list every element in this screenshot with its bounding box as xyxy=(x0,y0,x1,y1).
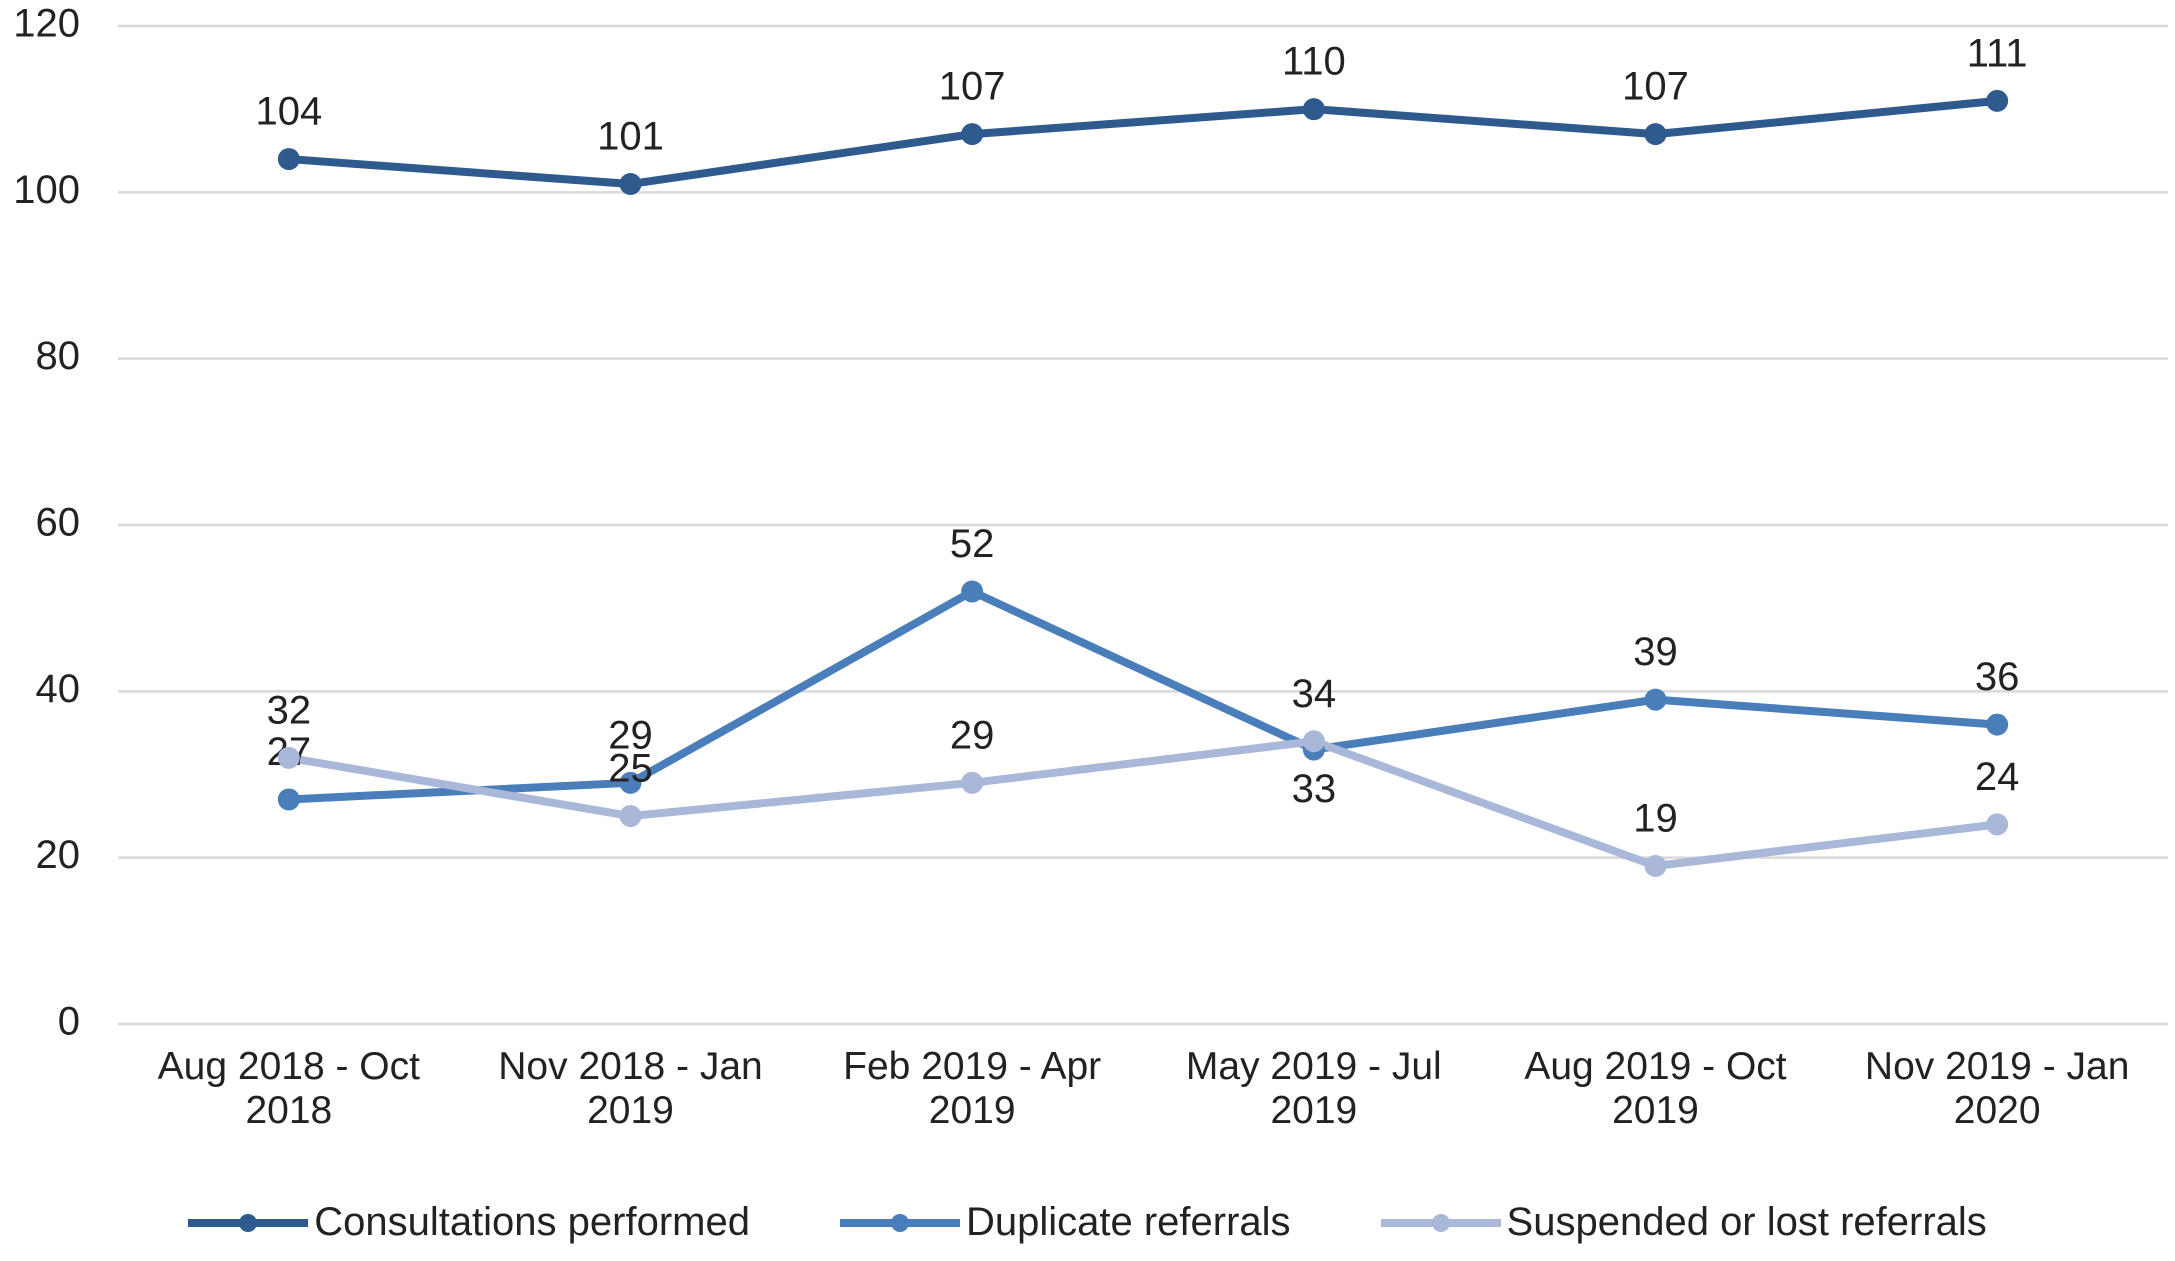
data-point xyxy=(1986,89,2009,112)
data-point xyxy=(1986,813,2009,836)
data-point xyxy=(961,771,984,794)
y-tick-label: 0 xyxy=(58,1000,80,1044)
data-label: 111 xyxy=(1967,31,2028,75)
legend-item: Suspended or lost referrals xyxy=(1380,1200,1987,1245)
x-tick-label: Aug 2019 - Oct 2019 xyxy=(1524,1045,1787,1132)
data-point xyxy=(277,746,300,769)
data-label: 33 xyxy=(1292,767,1337,811)
y-tick-label: 100 xyxy=(13,168,80,212)
x-tick-label: Nov 2018 - Jan 2019 xyxy=(498,1045,763,1132)
data-point xyxy=(961,123,984,146)
y-tick-label: 120 xyxy=(13,2,80,46)
data-point xyxy=(961,580,984,603)
legend-swatch xyxy=(188,1213,309,1232)
legend-label: Suspended or lost referrals xyxy=(1506,1200,1987,1244)
data-label: 110 xyxy=(1282,40,1346,84)
data-label: 36 xyxy=(1975,655,2020,699)
series-line xyxy=(288,737,1998,870)
data-point xyxy=(1644,854,1667,877)
data-point xyxy=(619,805,642,828)
x-tick-label: Aug 2018 - Oct 2018 xyxy=(157,1045,420,1132)
data-label: 32 xyxy=(267,688,312,732)
data-point xyxy=(619,173,642,196)
legend-item: Duplicate referrals xyxy=(839,1200,1291,1245)
x-tick-label: Nov 2019 - Jan 2020 xyxy=(1864,1045,2130,1132)
y-tick-label: 20 xyxy=(36,833,81,877)
data-label: 107 xyxy=(1622,65,1689,109)
y-tick-label: 40 xyxy=(36,667,81,711)
y-tick-label: 80 xyxy=(36,334,81,378)
data-label: 52 xyxy=(950,522,995,566)
chart: 0204060801001201041011071101071112729523… xyxy=(13,2,2168,1044)
legend-item: Consultations performed xyxy=(188,1200,750,1245)
data-label: 29 xyxy=(950,713,995,757)
legend-swatch xyxy=(1380,1213,1501,1232)
x-tick-label: Feb 2019 - Apr 2019 xyxy=(843,1045,1102,1132)
data-label: 29 xyxy=(608,713,653,757)
legend-label: Consultations performed xyxy=(314,1200,750,1244)
x-tick-label: May 2019 - Jul 2019 xyxy=(1185,1045,1442,1132)
data-point xyxy=(619,771,642,794)
data-point xyxy=(1644,688,1667,711)
data-point xyxy=(277,148,300,171)
series-line xyxy=(288,587,1998,804)
data-label: 34 xyxy=(1292,672,1337,716)
data-point xyxy=(1302,730,1325,753)
data-label: 19 xyxy=(1633,797,1678,841)
data-label: 25 xyxy=(608,747,653,791)
data-point xyxy=(1302,98,1325,121)
data-point xyxy=(277,788,300,811)
data-label: 39 xyxy=(1633,630,1678,674)
legend-marker xyxy=(890,1213,909,1232)
data-point xyxy=(1644,123,1667,146)
legend-marker xyxy=(239,1213,258,1232)
data-label: 107 xyxy=(939,65,1006,109)
data-label: 101 xyxy=(597,115,664,159)
data-label: 24 xyxy=(1975,755,2020,799)
legend: Consultations performed Duplicate referra… xyxy=(0,1200,2175,1245)
legend-swatch xyxy=(839,1213,960,1232)
legend-marker xyxy=(1431,1213,1450,1232)
y-tick-label: 60 xyxy=(36,501,81,545)
series-line xyxy=(288,96,1998,189)
legend-label: Duplicate referrals xyxy=(965,1200,1291,1244)
data-label: 104 xyxy=(255,90,322,134)
data-point xyxy=(1986,713,2009,736)
